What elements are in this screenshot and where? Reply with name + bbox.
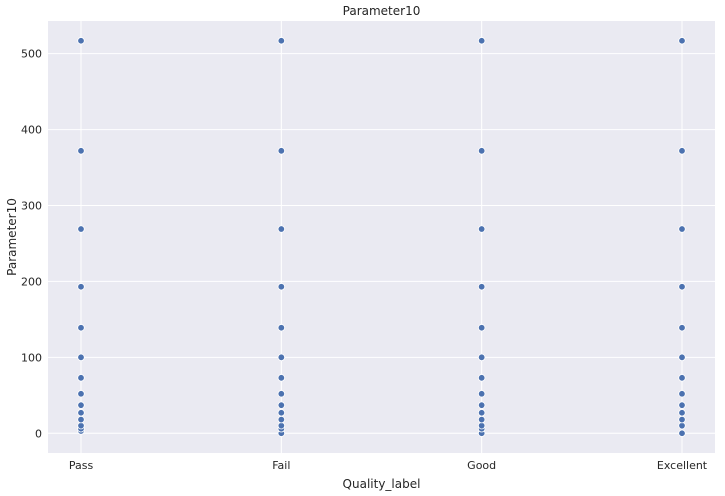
y-tick-label: 100	[21, 351, 42, 364]
data-point	[77, 421, 85, 430]
data-point	[77, 324, 85, 332]
data-point	[678, 390, 686, 398]
data-point	[477, 225, 486, 233]
data-point	[477, 283, 486, 291]
data-point	[477, 353, 486, 362]
x-tick-label: Pass	[69, 459, 94, 472]
data-point	[277, 147, 286, 155]
data-point	[678, 429, 686, 437]
data-point	[678, 147, 686, 155]
data-point	[77, 37, 85, 45]
data-point	[277, 353, 286, 362]
data-point	[477, 390, 486, 398]
data-point	[77, 401, 85, 409]
data-point	[277, 415, 286, 424]
data-point	[678, 37, 686, 45]
data-point	[678, 324, 686, 332]
data-point	[77, 225, 85, 233]
data-point	[77, 409, 85, 417]
y-axis-label: Parameter10	[5, 198, 19, 276]
data-point	[678, 353, 686, 362]
data-point	[77, 374, 85, 382]
x-tick-label: Good	[467, 459, 496, 472]
y-tick-label: 200	[21, 275, 42, 288]
y-tick-label: 500	[21, 48, 42, 61]
data-point	[277, 409, 286, 417]
data-point	[678, 225, 686, 233]
data-point	[678, 415, 686, 424]
data-points	[77, 37, 686, 437]
data-point	[477, 37, 486, 45]
data-point	[477, 401, 486, 409]
data-point	[277, 225, 286, 233]
data-point	[277, 390, 286, 398]
data-point	[477, 374, 486, 382]
data-point	[277, 283, 286, 291]
data-point	[477, 421, 486, 430]
y-tick-label: 300	[21, 199, 42, 212]
data-point	[477, 415, 486, 424]
data-point	[277, 37, 286, 45]
x-tick-labels: Pass Fail Good Excellent	[69, 459, 708, 472]
x-axis-label: Quality_label	[343, 477, 421, 491]
chart-title: Parameter10	[343, 4, 421, 18]
x-tick-label: Fail	[272, 459, 290, 472]
data-point	[277, 324, 286, 332]
y-tick-labels: 0 100 200 300 400 500	[21, 48, 42, 441]
data-point	[678, 421, 686, 430]
data-point	[277, 421, 286, 430]
data-point	[477, 324, 486, 332]
data-point	[77, 390, 85, 398]
x-tick-label: Excellent	[657, 459, 708, 472]
data-point	[77, 147, 85, 155]
y-tick-label: 0	[35, 427, 42, 440]
data-point	[77, 415, 85, 424]
plot-background	[48, 21, 715, 453]
data-point	[678, 283, 686, 291]
data-point	[277, 374, 286, 382]
data-point	[477, 409, 486, 417]
data-point	[678, 409, 686, 417]
data-point	[477, 147, 486, 155]
data-point	[678, 374, 686, 382]
y-tick-label: 400	[21, 124, 42, 137]
data-point	[277, 401, 286, 409]
data-point	[77, 283, 85, 291]
data-point	[678, 401, 686, 409]
data-point	[77, 353, 85, 362]
